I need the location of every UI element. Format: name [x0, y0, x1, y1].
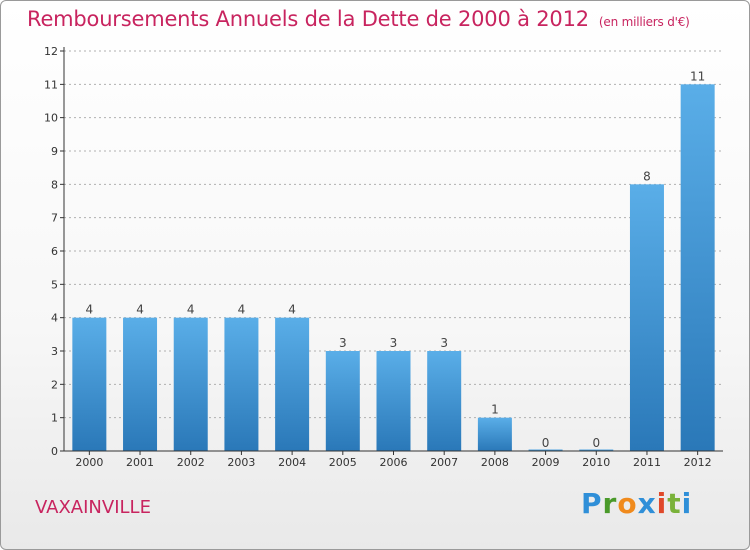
y-tick-label: 1 [51, 412, 58, 425]
data-label: 4 [288, 303, 296, 317]
data-label: 4 [86, 303, 94, 317]
chart-title: Remboursements Annuels de la Dette de 20… [27, 7, 589, 31]
y-tick-label: 11 [44, 78, 58, 91]
x-tick-label: 2002 [177, 456, 205, 469]
y-tick-label: 7 [51, 212, 58, 225]
bar [173, 317, 208, 451]
proxiti-logo: Proxiti [581, 487, 692, 520]
bar [376, 351, 411, 451]
bar [477, 417, 512, 451]
bar [275, 317, 310, 451]
x-tick-label: 2000 [75, 456, 103, 469]
data-label: 4 [187, 303, 195, 317]
x-tick-label: 2001 [126, 456, 154, 469]
bar [224, 317, 259, 451]
bar [427, 351, 462, 451]
y-tick-label: 5 [51, 278, 58, 291]
data-labels: 4 4 4 4 4 3 3 3 1 0 0 8 11 [86, 69, 706, 450]
bar [528, 449, 563, 451]
data-label: 3 [440, 336, 448, 350]
bar [579, 449, 614, 451]
data-label: 0 [592, 436, 600, 450]
logo-letter: x [637, 487, 657, 520]
data-label: 3 [390, 336, 398, 350]
x-tick-label: 2007 [430, 456, 458, 469]
bar [629, 184, 664, 452]
bar [680, 84, 715, 451]
data-label: 3 [339, 336, 347, 350]
chart-title-block: Remboursements Annuels de la Dette de 20… [27, 7, 690, 31]
logo-letter: i [656, 487, 668, 520]
chart-subtitle: (en milliers d'€) [598, 15, 690, 29]
y-tick-label: 4 [51, 312, 58, 325]
logo-letter: o [617, 487, 638, 520]
bar [325, 351, 360, 451]
x-tick-label: 2006 [380, 456, 408, 469]
data-label: 1 [491, 403, 499, 417]
logo-letter: t [667, 487, 682, 520]
data-label: 4 [136, 303, 144, 317]
logo-letter: P [581, 487, 603, 520]
y-tick-label: 6 [51, 245, 58, 258]
x-tick-label: 2008 [481, 456, 509, 469]
data-label: 8 [643, 169, 651, 183]
x-tick-label: 2003 [227, 456, 255, 469]
location-name: VAXAINVILLE [35, 497, 151, 518]
y-tick-label: 3 [51, 345, 58, 358]
bar [123, 317, 158, 451]
x-tick-label: 2009 [532, 456, 560, 469]
data-label: 11 [690, 69, 705, 83]
y-tick-label: 12 [44, 45, 58, 58]
y-tick-label: 9 [51, 145, 58, 158]
y-tick-label: 10 [44, 112, 58, 125]
y-tick-label: 0 [51, 445, 58, 458]
x-tick-label: 2004 [278, 456, 306, 469]
x-tick-label: 2012 [684, 456, 712, 469]
logo-letter: r [602, 487, 618, 520]
x-tick-label: 2010 [582, 456, 610, 469]
bar [72, 317, 107, 451]
y-tick-label: 8 [51, 178, 58, 191]
y-tick-label: 2 [51, 378, 58, 391]
data-label: 0 [542, 436, 550, 450]
bars [72, 84, 715, 452]
x-tick-label: 2011 [633, 456, 661, 469]
x-tick-label: 2005 [329, 456, 357, 469]
logo-letter: i [681, 487, 693, 520]
data-label: 4 [238, 303, 246, 317]
